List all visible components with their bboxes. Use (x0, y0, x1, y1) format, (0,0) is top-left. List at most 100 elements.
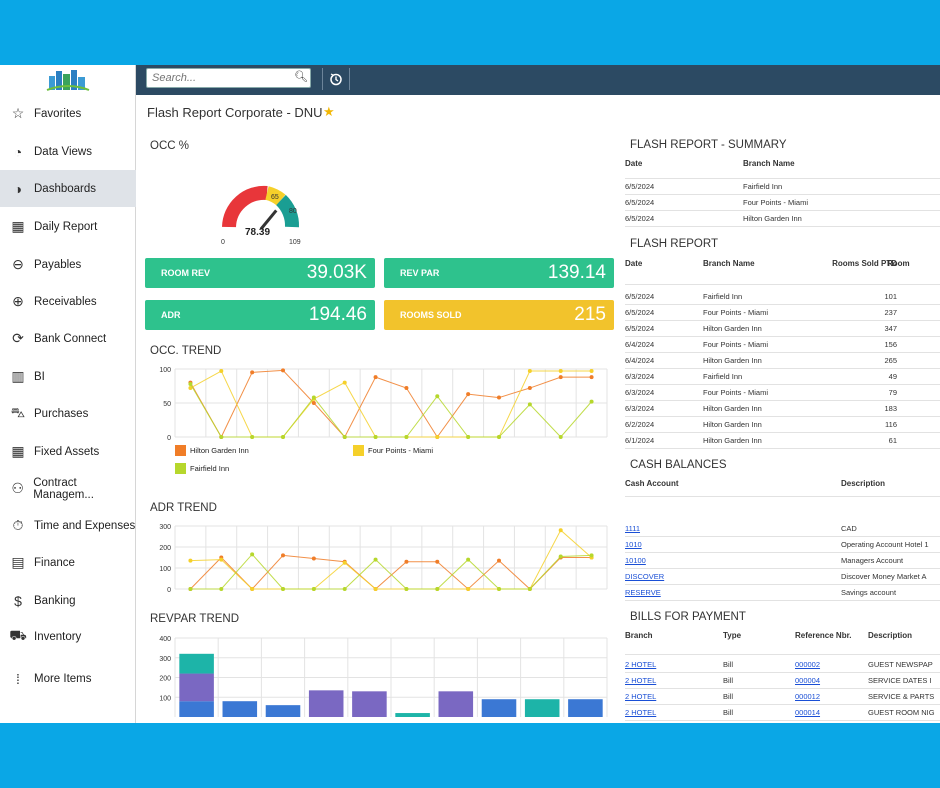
history-button[interactable] (322, 68, 350, 90)
table-cell-link[interactable]: DISCOVER (625, 572, 665, 581)
flash-title: FLASH REPORT (630, 238, 718, 250)
bar (481, 699, 517, 717)
sidebar-item-more-items[interactable]: ⁞ More Items (0, 660, 136, 697)
table-row[interactable]: 6/4/2024 Four Points - Miami 156 (625, 337, 940, 353)
table-row[interactable]: 1111 CAD (625, 521, 940, 537)
table-cell: 265 (884, 356, 897, 365)
data-point (527, 369, 532, 374)
table-row[interactable]: 6/3/2024 Fairfield Inn 49 (625, 369, 940, 385)
column-header[interactable]: Date (625, 159, 643, 168)
column-header[interactable]: Branch (625, 631, 653, 640)
sidebar-item-contract-managem[interactable]: ⚇ Contract Managem... (0, 470, 136, 507)
table-cell: SERVICE & PARTS (868, 692, 935, 701)
favorite-star-icon[interactable]: ★ (323, 104, 335, 119)
building-icon: ▦ (11, 443, 25, 459)
cart-icon: ⛍ (10, 404, 26, 420)
sidebar-item-fixed-assets[interactable]: ▦ Fixed Assets (0, 433, 136, 470)
legend-fairfield[interactable]: Fairfield Inn (175, 463, 229, 474)
table-row[interactable]: 6/5/2024 Four Points - Miami (625, 195, 940, 211)
sidebar-item-time-and-expenses[interactable]: ⏱ Time and Expenses (0, 507, 136, 544)
sidebar-item-label: Time and Expenses (34, 519, 136, 532)
sidebar-item-dashboards[interactable]: ◑ Dashboards (0, 170, 136, 207)
sidebar-item-label: BI (34, 370, 45, 383)
table-cell: 6/5/2024 (625, 182, 655, 191)
sidebar-item-favorites[interactable]: ☆ Favorites (0, 95, 136, 132)
table-row[interactable]: 6/1/2024 Hilton Garden Inn 61 (625, 433, 940, 449)
table-row[interactable]: 6/2/2024 Hilton Garden Inn 116 (625, 417, 940, 433)
sidebar-item-daily-report[interactable]: ▦ Daily Report (0, 208, 136, 245)
table-row[interactable]: 6/5/2024 Fairfield Inn (625, 179, 940, 195)
data-point (435, 394, 440, 399)
table-cell-link[interactable]: 1010 (625, 540, 642, 549)
sidebar-item-payables[interactable]: ⊖ Payables (0, 246, 136, 283)
table-row[interactable]: 2 HOTEL Bill 000004 SERVICE DATES I (625, 673, 940, 689)
table-cell-link[interactable]: 000002 (795, 660, 821, 669)
column-header[interactable]: Branch Name (703, 259, 755, 268)
column-header[interactable]: Room (887, 259, 910, 268)
table-row[interactable]: 6/5/2024 Hilton Garden Inn 347 (625, 321, 940, 337)
sidebar-item-receivables[interactable]: ⊕ Receivables (0, 283, 136, 320)
occ-trend-chart: 100 50 0 (159, 367, 608, 442)
table-row[interactable]: 6/5/2024 Fairfield Inn 101 (625, 289, 940, 305)
series-line (190, 553, 592, 590)
table-cell-link[interactable]: RESERVE (625, 588, 661, 597)
table-cell-link[interactable]: 000004 (795, 676, 821, 685)
occ-title: OCC % (150, 140, 189, 152)
sidebar-item-purchases[interactable]: ⛍ Purchases (0, 395, 136, 432)
column-header[interactable]: Type (723, 631, 742, 640)
table-row[interactable]: 6/4/2024 Hilton Garden Inn 265 (625, 353, 940, 369)
table-cell: Fairfield Inn (703, 292, 743, 301)
legend-hilton[interactable]: Hilton Garden Inn (175, 445, 249, 456)
table-row[interactable]: RESERVE Savings account (625, 585, 940, 601)
gauge-icon: ◑ (13, 180, 23, 197)
occ-gauge: 65 80 0 109 78.39 (221, 185, 301, 246)
table-cell-link[interactable]: 2 HOTEL (625, 676, 657, 685)
sidebar-item-finance[interactable]: ▤ Finance (0, 544, 136, 581)
legend-four-points[interactable]: Four Points - Miami (353, 445, 433, 456)
table-row[interactable]: 10100 Managers Account (625, 553, 940, 569)
summary-title: FLASH REPORT - SUMMARY (630, 139, 787, 151)
search-icon[interactable]: 🔍︎ (294, 71, 308, 83)
table-row[interactable]: 2 HOTEL Bill 000002 GUEST NEWSPAP (625, 657, 940, 673)
table-row[interactable]: 2 HOTEL Bill 000012 SERVICE & PARTS (625, 689, 940, 705)
kpi-rooms-sold[interactable]: ROOMS SOLD 215 (384, 300, 614, 330)
table-cell-link[interactable]: 2 HOTEL (625, 692, 657, 701)
table-row[interactable]: 6/5/2024 Four Points - Miami 237 (625, 305, 940, 321)
table-row[interactable]: 6/5/2024 Hilton Garden Inn (625, 211, 940, 227)
kpi-adr[interactable]: ADR 194.46 (145, 300, 375, 330)
sidebar-item-label: Receivables (34, 295, 97, 308)
table-cell-link[interactable]: 10100 (625, 556, 646, 565)
data-point (466, 557, 471, 562)
summary-table: Date Branch Name 6/5/2024 Fairfield Inn 6/5/… (625, 157, 940, 227)
table-cell-link[interactable]: 1111 (625, 524, 641, 533)
sidebar-item-bank-connect[interactable]: ⟳ Bank Connect (0, 320, 136, 357)
data-point (558, 528, 563, 533)
data-point (497, 587, 501, 591)
sidebar-item-bi[interactable]: ▥ BI (0, 358, 136, 395)
table-row[interactable]: 6/3/2024 Hilton Garden Inn 183 (625, 401, 940, 417)
column-header[interactable]: Branch Name (743, 159, 795, 168)
column-header[interactable]: Description (868, 631, 913, 640)
sidebar-item-data-views[interactable]: ◔ Data Views (0, 133, 136, 170)
table-row[interactable]: DISCOVER Discover Money Market A (625, 569, 940, 585)
column-header[interactable]: Date (625, 259, 643, 268)
kpi-room-rev[interactable]: ROOM REV 39.03K (145, 258, 375, 288)
column-header[interactable]: Cash Account (625, 479, 679, 488)
search-input[interactable] (146, 68, 311, 88)
column-header[interactable]: Description (841, 479, 886, 488)
table-cell-link[interactable]: 000014 (795, 708, 821, 717)
column-header[interactable]: Reference Nbr. (795, 631, 852, 640)
column-header[interactable]: Rooms Sold PTD (832, 259, 897, 268)
sidebar-item-banking[interactable]: $ Banking (0, 582, 136, 619)
kpi-rev-par[interactable]: REV PAR 139.14 (384, 258, 614, 288)
table-row[interactable]: 1010 Operating Account Hotel 1 (625, 537, 940, 553)
table-row[interactable]: 6/3/2024 Four Points - Miami 79 (625, 385, 940, 401)
sidebar-item-inventory[interactable]: ⛟ Inventory (0, 618, 136, 655)
bar (179, 653, 214, 674)
table-row[interactable]: 2 HOTEL Bill 000014 GUEST ROOM NIG (625, 705, 940, 721)
sidebar-item-label: Dashboards (34, 182, 97, 195)
logo[interactable] (0, 65, 135, 95)
table-cell-link[interactable]: 2 HOTEL (625, 660, 657, 669)
table-cell-link[interactable]: 2 HOTEL (625, 708, 657, 717)
table-cell-link[interactable]: 000012 (795, 692, 821, 701)
